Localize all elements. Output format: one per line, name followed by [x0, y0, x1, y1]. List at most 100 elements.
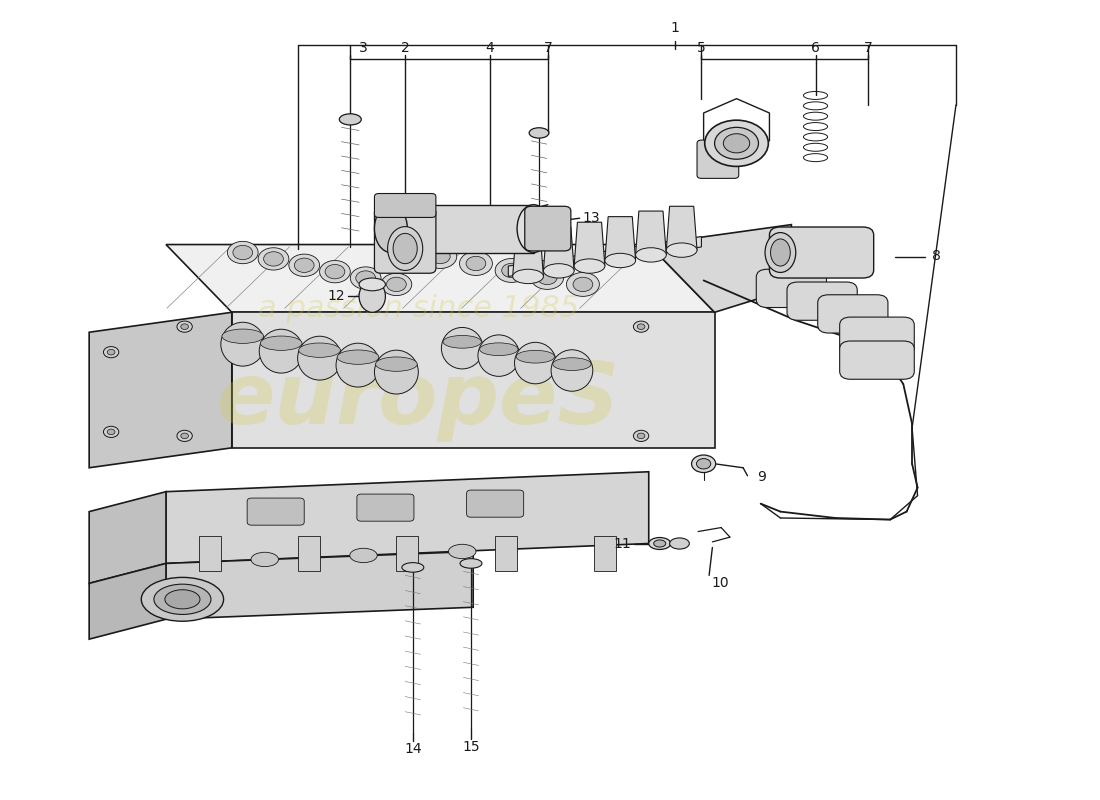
Text: 4: 4 [485, 41, 494, 54]
Ellipse shape [350, 267, 381, 289]
Text: 7: 7 [864, 41, 872, 54]
FancyBboxPatch shape [839, 317, 914, 355]
Ellipse shape [634, 430, 649, 442]
Text: 9: 9 [757, 470, 767, 483]
Ellipse shape [165, 590, 200, 609]
Ellipse shape [320, 261, 350, 283]
Polygon shape [396, 535, 418, 571]
FancyBboxPatch shape [374, 194, 436, 218]
Ellipse shape [387, 226, 422, 270]
Polygon shape [495, 535, 517, 571]
Ellipse shape [108, 350, 115, 355]
Ellipse shape [517, 205, 550, 253]
Polygon shape [605, 217, 636, 261]
Ellipse shape [108, 429, 115, 434]
Ellipse shape [513, 270, 543, 284]
Ellipse shape [177, 321, 192, 332]
Ellipse shape [374, 350, 418, 394]
Ellipse shape [538, 270, 557, 285]
Polygon shape [166, 551, 473, 619]
Ellipse shape [637, 324, 645, 330]
Polygon shape [166, 472, 649, 563]
Ellipse shape [667, 243, 697, 258]
Ellipse shape [516, 350, 554, 363]
Ellipse shape [337, 350, 378, 364]
Ellipse shape [653, 540, 666, 547]
Ellipse shape [715, 127, 759, 159]
Ellipse shape [480, 343, 518, 356]
Text: 12: 12 [327, 290, 345, 303]
Ellipse shape [449, 544, 476, 558]
Ellipse shape [531, 266, 563, 290]
Polygon shape [574, 222, 605, 266]
Ellipse shape [551, 350, 593, 391]
Ellipse shape [103, 426, 119, 438]
Ellipse shape [336, 343, 380, 387]
Text: 2: 2 [400, 41, 409, 54]
Polygon shape [636, 211, 667, 255]
Polygon shape [649, 225, 791, 312]
Text: europeS: europeS [217, 358, 620, 442]
Ellipse shape [222, 329, 264, 343]
Ellipse shape [515, 342, 557, 384]
Ellipse shape [289, 254, 320, 277]
Ellipse shape [543, 264, 574, 278]
Ellipse shape [724, 134, 750, 153]
Ellipse shape [258, 248, 289, 270]
Ellipse shape [424, 245, 456, 269]
Ellipse shape [141, 578, 223, 622]
Polygon shape [298, 535, 320, 571]
Text: 14: 14 [404, 742, 421, 756]
Ellipse shape [386, 278, 406, 291]
Ellipse shape [103, 346, 119, 358]
FancyBboxPatch shape [757, 270, 826, 307]
Ellipse shape [359, 281, 385, 312]
FancyBboxPatch shape [356, 494, 414, 521]
Polygon shape [508, 237, 702, 277]
Ellipse shape [566, 273, 600, 296]
Ellipse shape [233, 246, 253, 260]
FancyBboxPatch shape [769, 227, 873, 278]
Ellipse shape [443, 335, 482, 348]
Ellipse shape [770, 239, 790, 266]
Ellipse shape [261, 336, 302, 350]
Ellipse shape [705, 120, 768, 166]
Text: 15: 15 [462, 740, 480, 754]
Ellipse shape [374, 205, 407, 253]
Ellipse shape [154, 584, 211, 614]
Polygon shape [594, 535, 616, 571]
Ellipse shape [228, 242, 258, 264]
Ellipse shape [402, 562, 424, 572]
Ellipse shape [477, 335, 519, 376]
Ellipse shape [339, 114, 361, 125]
Ellipse shape [350, 548, 377, 562]
Text: 8: 8 [932, 250, 940, 263]
FancyBboxPatch shape [374, 208, 436, 274]
Ellipse shape [696, 458, 711, 469]
Polygon shape [513, 233, 543, 277]
Polygon shape [232, 312, 715, 448]
FancyBboxPatch shape [817, 294, 888, 333]
Ellipse shape [552, 358, 591, 370]
Text: 7: 7 [543, 41, 552, 54]
Ellipse shape [299, 343, 340, 358]
Text: 1: 1 [671, 21, 680, 34]
Ellipse shape [430, 250, 450, 264]
Ellipse shape [460, 558, 482, 568]
Ellipse shape [636, 248, 667, 262]
Ellipse shape [326, 265, 344, 279]
Ellipse shape [574, 259, 605, 274]
Polygon shape [667, 206, 697, 250]
Text: 6: 6 [811, 41, 819, 54]
Ellipse shape [298, 336, 341, 380]
Ellipse shape [264, 252, 284, 266]
Ellipse shape [605, 254, 636, 268]
Ellipse shape [221, 322, 265, 366]
Ellipse shape [295, 258, 315, 273]
Ellipse shape [180, 433, 188, 438]
Polygon shape [89, 492, 166, 583]
Ellipse shape [460, 251, 493, 275]
FancyBboxPatch shape [248, 498, 305, 525]
FancyBboxPatch shape [466, 490, 524, 517]
Ellipse shape [381, 274, 411, 295]
